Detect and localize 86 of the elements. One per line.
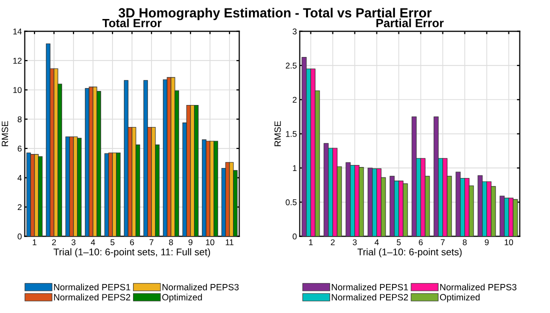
x-tick-label: 7	[440, 239, 445, 246]
x-tick-label: 8	[169, 239, 173, 246]
x-tick-label: 5	[396, 239, 401, 246]
bar	[302, 56, 307, 236]
legend-label: Normalized PEPS3	[162, 284, 239, 290]
legend-label: Normalized PEPS1	[54, 284, 130, 290]
y-tick-label: 0.5	[286, 199, 297, 206]
y-tick-label: 14	[13, 28, 22, 34]
x-tick-label: 9	[484, 239, 489, 246]
bar	[92, 86, 98, 236]
x-tick-label: 10	[206, 239, 214, 246]
bar	[112, 152, 117, 236]
y-tick-label: 12	[13, 58, 22, 64]
bar	[190, 104, 195, 236]
x-tick-label: 4	[90, 239, 96, 246]
bar	[116, 152, 121, 236]
chart-title: Partial Error	[376, 18, 444, 28]
x-tick-label: 8	[462, 239, 467, 246]
x-tick-label: 11	[226, 239, 234, 246]
bar	[478, 175, 483, 236]
bar	[38, 156, 43, 236]
bar	[512, 199, 518, 236]
bar	[402, 183, 408, 236]
y-tick-label: 2	[292, 96, 297, 103]
bar	[84, 88, 90, 236]
bar	[65, 136, 70, 236]
bar	[132, 126, 136, 236]
bar	[324, 143, 329, 236]
x-tick-label: 2	[330, 239, 335, 246]
y-tick-label: 4	[18, 175, 22, 181]
x-tick-label: 5	[110, 239, 114, 246]
chart-title: Total Error	[102, 18, 162, 28]
legend-label: Optimized	[440, 294, 480, 302]
y-tick-label: 1	[292, 165, 297, 171]
x-axis-title: Trial (1–10: 6-point sets)	[357, 248, 462, 258]
x-tick-label: 6	[418, 239, 423, 246]
y-tick-label: 8	[18, 116, 22, 122]
y-tick-label: 0	[18, 234, 22, 240]
bar	[46, 43, 50, 236]
x-tick-label: 1	[309, 239, 313, 246]
x-tick-label: 2	[52, 239, 56, 246]
bar	[54, 68, 58, 236]
y-axis-title: RMSE	[2, 121, 8, 146]
bar	[202, 139, 206, 236]
bar	[151, 126, 156, 236]
x-tick-label: 1	[32, 239, 36, 246]
bar	[73, 136, 78, 236]
bar	[412, 116, 417, 236]
x-tick-label: 7	[150, 239, 154, 246]
bar	[456, 172, 461, 236]
bar	[194, 104, 199, 236]
bar	[358, 167, 364, 236]
y-tick-label: 10	[13, 87, 22, 93]
legend-label: Optimized	[162, 294, 202, 302]
bar	[170, 77, 176, 236]
x-tick-label: 9	[188, 239, 192, 246]
bar	[214, 140, 218, 236]
bar	[229, 162, 234, 236]
bar	[124, 80, 128, 236]
y-tick-label: 0	[292, 234, 297, 240]
y-tick-label: 2	[18, 204, 22, 210]
y-tick-label: 6	[18, 146, 22, 152]
x-axis-title: Trial (1–10: 6-point sets, 11: Full set)	[54, 248, 210, 258]
bar	[500, 196, 505, 236]
bar	[346, 162, 351, 236]
legend-label: Normalized PEPS2	[54, 294, 130, 300]
bar	[434, 116, 439, 236]
legend-label: Normalized PEPS2	[332, 294, 408, 300]
legend-label: Normalized PEPS3	[440, 284, 516, 290]
x-tick-label: 3	[72, 239, 76, 246]
bar	[143, 80, 148, 236]
x-tick-label: 3	[352, 239, 357, 246]
x-tick-label: 10	[504, 239, 514, 246]
bar	[26, 152, 31, 236]
legend-label: Normalized PEPS1	[332, 284, 408, 290]
y-tick-label: 2.5	[286, 62, 297, 69]
x-tick-label: 6	[130, 239, 134, 246]
bar	[34, 154, 39, 236]
x-tick-label: 4	[374, 239, 379, 246]
bar	[77, 138, 82, 236]
bar	[368, 168, 373, 236]
bar	[390, 176, 395, 236]
bar	[162, 79, 168, 236]
y-tick-label: 1.5	[286, 131, 297, 137]
y-axis-title: RMSE	[274, 121, 281, 146]
y-tick-label: 3	[292, 28, 297, 34]
